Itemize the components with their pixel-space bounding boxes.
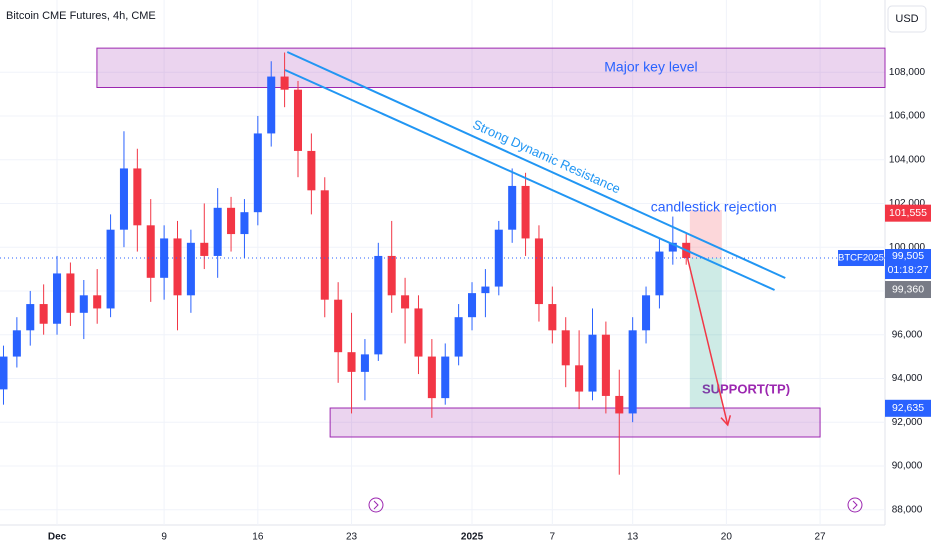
candle-body bbox=[601, 334, 610, 396]
candle-body bbox=[186, 242, 195, 296]
y-tick-label: 108,000 bbox=[889, 67, 926, 78]
event-icon-glyph bbox=[373, 500, 379, 510]
candle-body bbox=[615, 395, 624, 414]
candle-body bbox=[267, 76, 276, 134]
y-tick-label: 106,000 bbox=[889, 111, 926, 122]
y-tick-label: 104,000 bbox=[889, 154, 926, 165]
annotation: candlestick rejection bbox=[651, 199, 777, 215]
candle-body bbox=[133, 168, 142, 226]
arrow-head bbox=[720, 415, 732, 427]
y-tick-label: 94,000 bbox=[892, 373, 923, 384]
candle-body bbox=[119, 168, 128, 230]
y-tick-label: 90,000 bbox=[892, 461, 923, 472]
x-tick-label: 27 bbox=[815, 532, 827, 543]
candle-body bbox=[561, 330, 570, 366]
candle-body bbox=[347, 352, 356, 372]
x-tick-label: 7 bbox=[550, 532, 556, 543]
candle-body bbox=[320, 190, 329, 300]
candle-body bbox=[414, 308, 423, 357]
y-tick-label: 88,000 bbox=[892, 504, 923, 515]
currency-button[interactable] bbox=[887, 5, 927, 33]
symbol-tag bbox=[838, 250, 884, 267]
candle-body bbox=[253, 133, 262, 213]
candle-body bbox=[628, 330, 637, 414]
x-tick-label: Dec bbox=[48, 532, 67, 543]
y-tick-label: 96,000 bbox=[892, 329, 923, 340]
x-tick-label: 20 bbox=[721, 532, 733, 543]
candle-body bbox=[668, 242, 677, 252]
trendline bbox=[286, 51, 786, 279]
price-tag bbox=[885, 204, 931, 222]
candle-body bbox=[146, 225, 155, 278]
currency: USD bbox=[895, 13, 918, 25]
candle-body bbox=[93, 295, 102, 309]
candle-body bbox=[642, 295, 651, 331]
candle-body bbox=[106, 229, 115, 309]
y-tick-label: 92,000 bbox=[892, 417, 923, 428]
last-price-label: 99,505 bbox=[892, 250, 924, 262]
price-tag bbox=[885, 399, 931, 417]
candle-body bbox=[334, 299, 343, 353]
last-price-tag bbox=[885, 249, 931, 280]
candle-body bbox=[200, 242, 209, 256]
candle-body bbox=[307, 150, 316, 191]
countdown: 01:18:27 bbox=[888, 264, 929, 276]
candle-body bbox=[534, 238, 543, 305]
candle-body bbox=[494, 229, 503, 287]
secondary-tag bbox=[885, 281, 931, 299]
candle-body bbox=[521, 185, 530, 239]
candle-body bbox=[79, 295, 88, 313]
x-tick-label: 13 bbox=[627, 532, 639, 543]
zone-label: SUPPORT(TP) bbox=[702, 381, 790, 396]
zone bbox=[96, 47, 886, 88]
x-tick-label: 23 bbox=[346, 532, 358, 543]
candle-body bbox=[441, 356, 450, 399]
candle-body bbox=[213, 207, 222, 256]
candle-body bbox=[401, 295, 410, 309]
candle-body bbox=[26, 304, 35, 331]
zone-label: Major key level bbox=[604, 59, 697, 75]
trendline bbox=[284, 69, 775, 291]
price-label: 101,555 bbox=[889, 207, 927, 219]
candle-body bbox=[481, 286, 490, 294]
chart-title: Bitcoin CME Futures, 4h, CME bbox=[6, 10, 156, 22]
candle-body bbox=[173, 238, 182, 296]
candle-body bbox=[360, 354, 369, 372]
candle-body bbox=[427, 356, 436, 399]
candle-body bbox=[387, 255, 396, 296]
zone bbox=[329, 407, 821, 438]
candle-body bbox=[374, 255, 383, 355]
candle-body bbox=[468, 293, 477, 318]
secondary-label: 99,360 bbox=[892, 283, 924, 295]
y-tick-label: 100,000 bbox=[889, 242, 926, 253]
candle-body bbox=[227, 207, 236, 235]
candle-body bbox=[508, 185, 517, 230]
candle-body bbox=[66, 273, 75, 313]
y-tick-label: 102,000 bbox=[889, 198, 926, 209]
candle-body bbox=[39, 304, 48, 324]
candle-body bbox=[12, 330, 21, 357]
candle-body bbox=[575, 365, 584, 392]
candle-body bbox=[655, 251, 664, 296]
candle-body bbox=[293, 89, 303, 151]
candle-body bbox=[548, 304, 557, 331]
x-tick-label: 9 bbox=[161, 532, 167, 543]
candle-body bbox=[588, 334, 597, 392]
candle-body bbox=[240, 212, 249, 235]
symbol-label: BTCF2025 bbox=[838, 253, 884, 264]
stop-box bbox=[689, 210, 722, 259]
event-icon[interactable] bbox=[368, 497, 384, 513]
price-label: 92,635 bbox=[892, 402, 924, 414]
candle-body bbox=[0, 356, 8, 390]
candle-body bbox=[280, 76, 289, 90]
arrow bbox=[686, 257, 729, 426]
event-icon-glyph bbox=[852, 500, 858, 510]
event-icon[interactable] bbox=[847, 497, 863, 513]
candle-body bbox=[53, 273, 62, 324]
x-tick-label: 16 bbox=[252, 532, 264, 543]
x-tick-label: 2025 bbox=[461, 532, 484, 543]
candle-body bbox=[454, 317, 463, 357]
